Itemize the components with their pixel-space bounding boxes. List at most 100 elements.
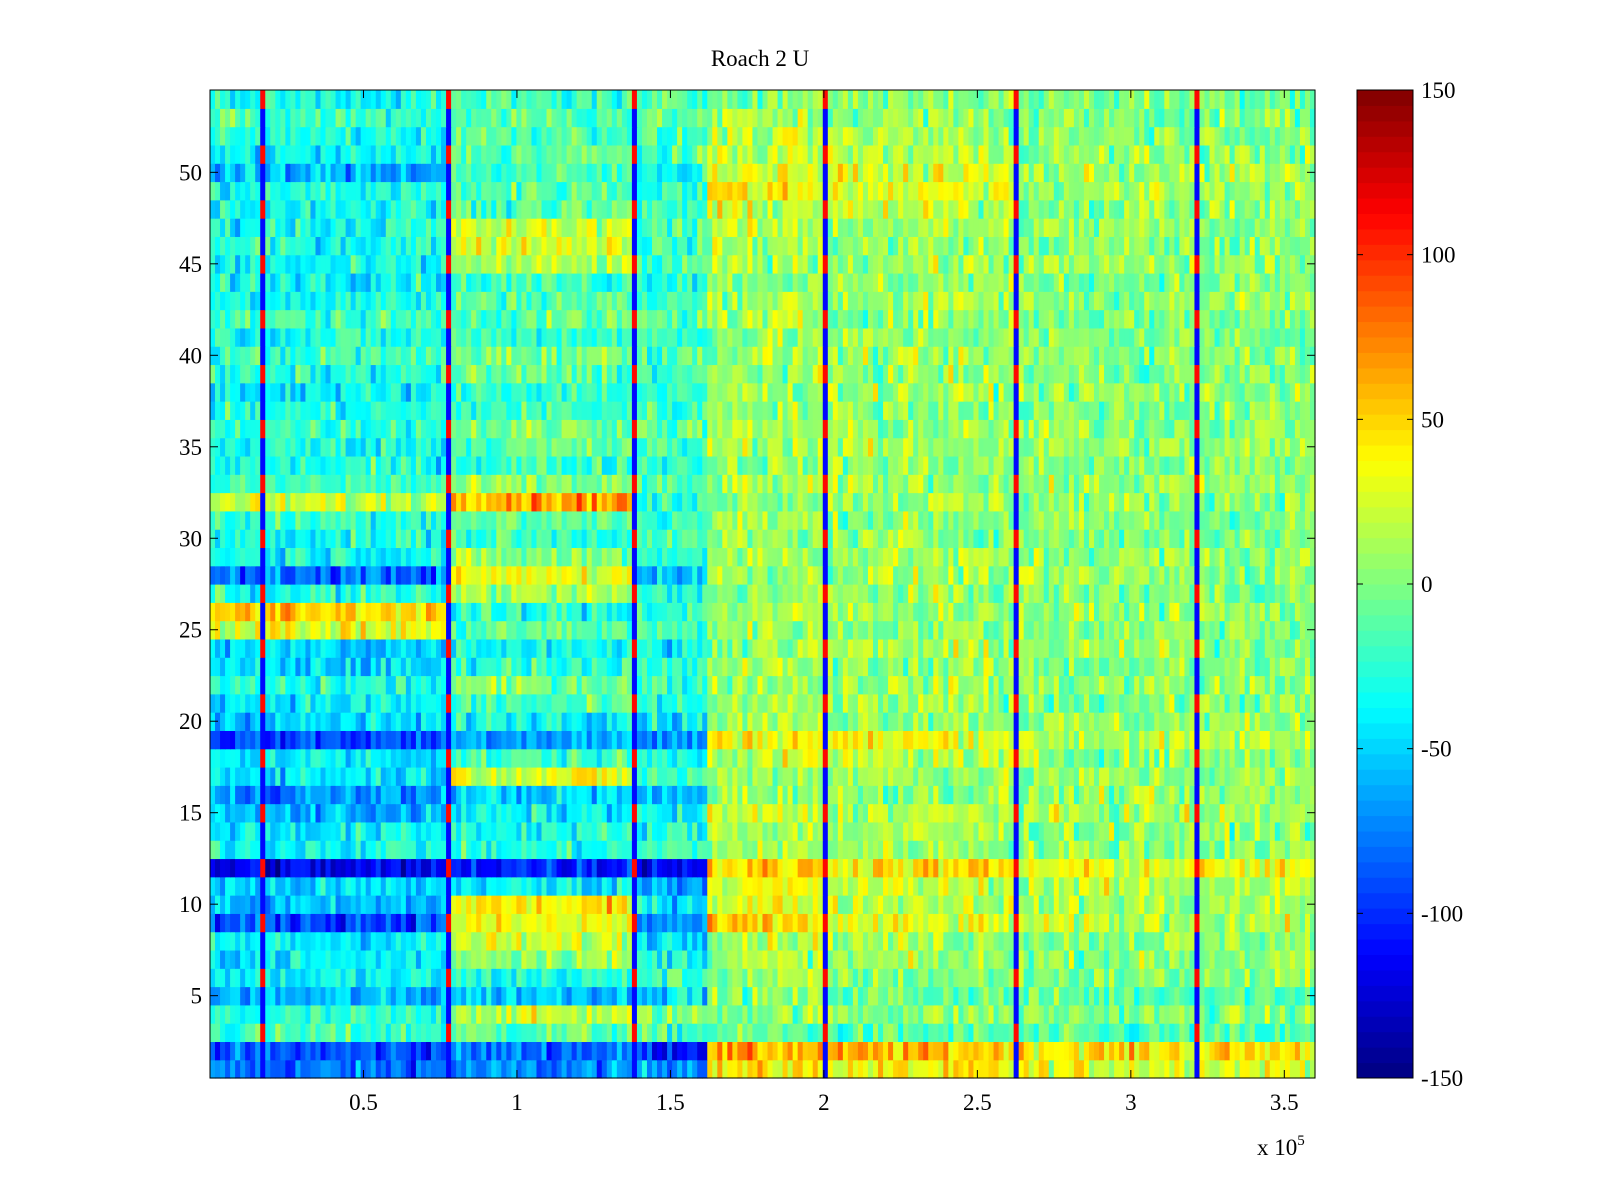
heatmap-cell: [546, 1004, 553, 1024]
heatmap-cell: [1053, 1004, 1060, 1024]
heatmap-cell: [486, 657, 492, 677]
heatmap-cell: [220, 785, 226, 805]
heatmap-cell: [360, 785, 367, 805]
heatmap-cell: [963, 913, 970, 933]
heatmap-cell: [667, 913, 673, 933]
heatmap-cell: [933, 1059, 939, 1079]
heatmap-cell: [752, 949, 759, 969]
heatmap-cell: [1209, 803, 1216, 823]
heatmap-cell: [847, 1041, 854, 1061]
heatmap-cell: [1259, 1059, 1266, 1079]
heatmap-cell: [290, 858, 296, 878]
heatmap-cell: [1249, 730, 1256, 750]
heatmap-cell: [702, 1041, 708, 1061]
heatmap-cell: [1033, 931, 1040, 951]
heatmap-cell: [1129, 803, 1135, 823]
heatmap-cell: [1028, 821, 1035, 841]
heatmap-cell: [712, 1023, 718, 1043]
heatmap-cell: [817, 895, 824, 914]
heatmap-cell: [923, 748, 929, 768]
heatmap-cell: [837, 675, 844, 695]
heatmap-cell: [928, 712, 934, 731]
heatmap-cell: [1048, 766, 1055, 786]
heatmap-cell: [1028, 913, 1035, 933]
heatmap-cell: [225, 730, 231, 750]
heatmap-cell: [305, 949, 312, 969]
heatmap-cell: [807, 712, 814, 731]
heatmap-cell: [275, 858, 281, 878]
heatmap-cell: [375, 858, 382, 878]
heatmap-cell: [767, 840, 774, 860]
heatmap-cell: [862, 657, 869, 677]
heatmap-cell: [521, 1041, 528, 1061]
heatmap-cell: [611, 858, 618, 878]
heatmap-cell: [436, 913, 442, 933]
heatmap-cell: [481, 895, 487, 914]
heatmap-cell: [551, 949, 558, 969]
heatmap-cell: [210, 766, 216, 786]
heatmap-cell: [958, 730, 965, 750]
heatmap-cell: [1088, 675, 1095, 695]
heatmap-cell: [988, 931, 995, 951]
heatmap-cell: [626, 986, 633, 1006]
heatmap-cell: [621, 1004, 628, 1024]
heatmap-cell: [270, 730, 276, 750]
heatmap-cell: [898, 913, 904, 933]
heatmap-cell: [973, 748, 980, 768]
heatmap-cell: [395, 712, 402, 731]
heatmap-cell: [380, 766, 387, 786]
heatmap-cell: [345, 1041, 352, 1061]
heatmap-cell: [330, 730, 337, 750]
heatmap-cell: [1043, 1004, 1050, 1024]
heatmap-cell: [918, 876, 924, 896]
heatmap-cell: [832, 986, 839, 1006]
heatmap-cell: [807, 785, 814, 805]
heatmap-cell: [295, 968, 302, 988]
heatmap-cell: [531, 840, 538, 860]
heatmap-cell: [481, 1023, 487, 1043]
heatmap-cell: [842, 949, 849, 969]
heatmap-cell: [662, 730, 668, 750]
heatmap-cell: [521, 657, 528, 677]
heatmap-cell: [1063, 748, 1070, 768]
heatmap-cell: [1023, 949, 1030, 969]
heatmap-cell: [1018, 1059, 1025, 1079]
heatmap-cell: [385, 1041, 392, 1061]
heatmap-cell: [285, 931, 291, 951]
heatmap-cell: [566, 986, 573, 1006]
heatmap-cell: [581, 840, 588, 860]
heatmap-cell: [496, 949, 502, 969]
heatmap-cell: [943, 968, 949, 988]
heatmap-cell: [807, 968, 814, 988]
heatmap-cell: [491, 1059, 497, 1079]
heatmap-cell: [1279, 931, 1286, 951]
heatmap-cell: [893, 766, 899, 786]
heatmap-cell: [280, 858, 286, 878]
heatmap-cell: [250, 931, 256, 951]
heatmap-cell: [526, 730, 533, 750]
heatmap-cell: [355, 1023, 362, 1043]
heatmap-cell: [325, 785, 332, 805]
heatmap-cell: [1264, 1041, 1271, 1061]
heatmap-cell: [631, 1059, 638, 1079]
heatmap-cell: [531, 785, 538, 805]
heatmap-cell: [335, 1041, 342, 1061]
heatmap-cell: [225, 712, 231, 731]
heatmap-cell: [350, 913, 357, 933]
heatmap-cell: [792, 766, 799, 786]
heatmap-cell: [692, 766, 698, 786]
heatmap-cell: [893, 675, 899, 695]
heatmap-cell: [556, 895, 563, 914]
heatmap-cell: [832, 730, 839, 750]
heatmap-cell: [395, 913, 402, 933]
heatmap-cell: [712, 858, 718, 878]
heatmap-cell: [1249, 895, 1256, 914]
heatmap-cell: [250, 949, 256, 969]
heatmap-cell: [315, 693, 322, 713]
heatmap-cell: [501, 858, 507, 878]
heatmap-cell: [732, 1004, 738, 1024]
heatmap-cell: [677, 766, 683, 786]
heatmap-cell: [652, 895, 658, 914]
heatmap-cell: [1259, 1004, 1266, 1024]
heatmap-cell: [1264, 748, 1271, 768]
